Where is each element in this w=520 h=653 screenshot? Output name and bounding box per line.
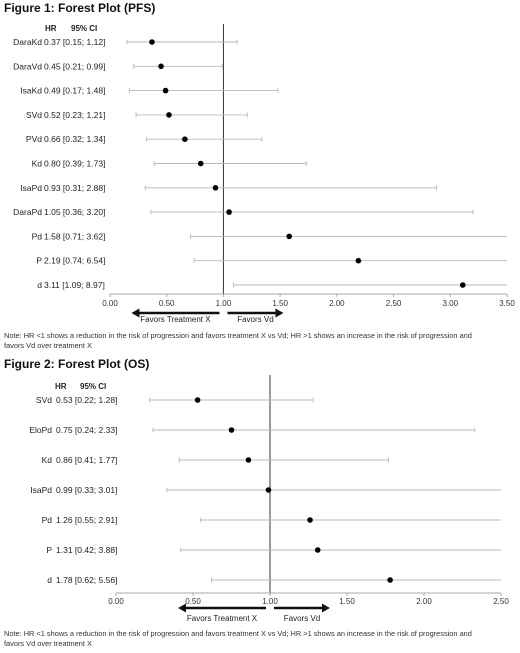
hr-point (194, 397, 201, 403)
row-hr-ci: 2.19 [0.74; 6.54] (44, 256, 105, 266)
row-hr-ci: 0.80 [0.39; 1.73] (44, 159, 105, 169)
hr-point (212, 185, 219, 191)
row-name: DaraVd (13, 61, 42, 71)
header-ci: 95% CI (80, 382, 106, 391)
hr-point (314, 547, 321, 553)
chart-note: favors Vd over treatment X (4, 341, 92, 350)
favors-left-label: Favors Treatment X (187, 614, 258, 623)
row-hr-ci: 3.11 [1.09; 8.97] (44, 280, 105, 290)
row-name: d (37, 280, 42, 290)
row-hr-ci: 0.53 [0.22; 1.28] (56, 395, 117, 405)
row-hr-ci: 0.66 [0.32; 1.34] (44, 134, 105, 144)
row-name: P (46, 545, 52, 555)
row-name: Kd (32, 159, 43, 169)
forest-plot-1: Figure 1: Forest Plot (PFS) HR 95% CI DaraK… (4, 1, 515, 350)
x-tick-label: 1.50 (339, 597, 355, 606)
hr-point (226, 209, 232, 215)
hr-point (355, 257, 362, 264)
x-tick-label: 0.00 (108, 597, 124, 606)
row-name: DaraKd (13, 37, 42, 47)
row-name: P (36, 256, 42, 266)
row-hr-ci: 1.31 [0.42; 3.88] (56, 545, 117, 555)
x-tick-label: 1.00 (262, 597, 278, 606)
hr-point (307, 517, 313, 523)
x-tick-label: 3.00 (442, 299, 458, 308)
x-tick-label: 0.00 (102, 299, 118, 308)
chart-note: favors Vd over treatment X (4, 639, 92, 648)
hr-point (387, 577, 393, 583)
row-hr-ci: 0.75 [0.24; 2.33] (56, 425, 117, 435)
row-name: SVd (36, 395, 52, 405)
x-tick-label: 0.50 (185, 597, 201, 606)
row-name: EloPd (29, 425, 52, 435)
forest-plot-2: Figure 2: Forest Plot (OS) HR 95% CI SVd 0.5… (4, 357, 509, 648)
hr-point (182, 136, 188, 142)
favors-right-arrowhead (322, 603, 330, 613)
favors-left-arrowhead (131, 308, 140, 318)
favors-left-label: Favors Treatment X (140, 315, 211, 324)
hr-point (228, 427, 235, 433)
favors-right-label: Favors Vd (284, 614, 320, 623)
row-name: SVd (26, 110, 42, 120)
row-name: PVd (26, 134, 42, 144)
row-hr-ci: 0.86 [0.41; 1.77] (56, 455, 117, 465)
row-name: Pd (32, 231, 43, 241)
row-name: Kd (42, 455, 53, 465)
x-tick-label: 1.50 (272, 299, 288, 308)
row-name: IsaPd (30, 485, 52, 495)
hr-point (149, 39, 155, 45)
hr-point (286, 233, 293, 240)
hr-point (459, 282, 466, 288)
row-hr-ci: 0.45 [0.21; 0.99] (44, 61, 105, 71)
x-tick-label: 2.00 (329, 299, 345, 308)
hr-point (245, 457, 252, 463)
row-hr-ci: 0.99 [0.33; 3.01] (56, 485, 117, 495)
header-ci: 95% CI (71, 24, 97, 33)
row-name: d (47, 575, 52, 585)
hr-point (265, 487, 272, 493)
header-hr: HR (55, 382, 67, 391)
row-name: IsaPd (20, 183, 42, 193)
hr-point (162, 87, 169, 94)
chart-title: Figure 2: Forest Plot (OS) (4, 357, 149, 371)
x-tick-label: 2.50 (493, 597, 509, 606)
hr-point (158, 63, 164, 70)
hr-point (166, 112, 172, 118)
row-hr-ci: 0.93 [0.31; 2.88] (44, 183, 105, 193)
row-hr-ci: 0.52 [0.23; 1.21] (44, 110, 105, 120)
row-hr-ci: 1.05 [0.36; 3.20] (44, 207, 105, 217)
row-hr-ci: 1.26 [0.55; 2.91] (56, 515, 117, 525)
row-hr-ci: 1.58 [0.71; 3.62] (44, 231, 105, 241)
row-hr-ci: 0.37 [0.15; 1.12] (44, 37, 105, 47)
x-tick-label: 1.00 (216, 299, 232, 308)
header-hr: HR (45, 24, 57, 33)
favors-right-label: Favors Vd (237, 315, 273, 324)
row-name: IsaKd (20, 86, 42, 96)
chart-title: Figure 1: Forest Plot (PFS) (4, 1, 155, 15)
x-tick-label: 0.50 (159, 299, 175, 308)
row-name: Pd (42, 515, 53, 525)
x-tick-label: 2.00 (416, 597, 432, 606)
x-tick-label: 2.50 (386, 299, 402, 308)
row-hr-ci: 0.49 [0.17; 1.48] (44, 86, 105, 96)
chart-note: Note: HR <1 shows a reduction in the ris… (4, 629, 472, 638)
row-hr-ci: 1.78 [0.62; 5.56] (56, 575, 117, 585)
row-name: DaraPd (13, 207, 42, 217)
x-tick-label: 3.50 (499, 299, 515, 308)
favors-right-arrowhead (275, 308, 284, 318)
hr-point (197, 160, 204, 167)
chart-note: Note: HR <1 shows a reduction in the ris… (4, 331, 472, 340)
favors-left-arrowhead (178, 603, 186, 613)
